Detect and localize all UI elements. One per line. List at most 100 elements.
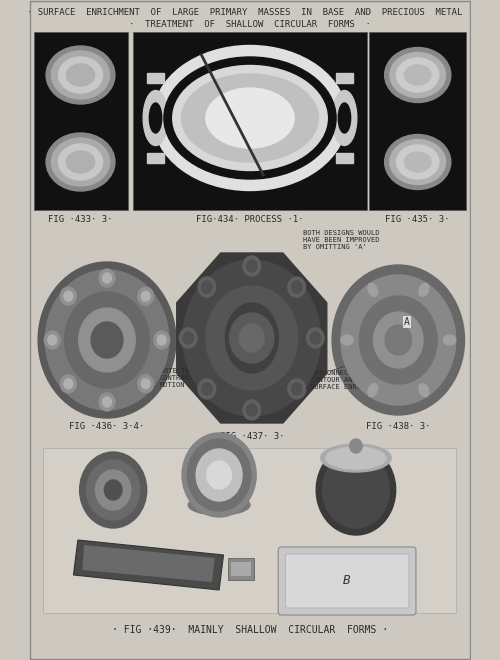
Ellipse shape <box>384 48 451 102</box>
Circle shape <box>142 379 150 389</box>
Ellipse shape <box>368 283 378 296</box>
Bar <box>228 558 254 580</box>
Ellipse shape <box>396 145 439 179</box>
Text: · FIG ·439·  MAINLY  SHALLOW  CIRCULAR  FORMS ·: · FIG ·439· MAINLY SHALLOW CIRCULAR FORM… <box>112 625 388 635</box>
Ellipse shape <box>419 283 429 296</box>
Circle shape <box>99 269 115 287</box>
Circle shape <box>202 281 212 293</box>
Circle shape <box>246 260 257 272</box>
Ellipse shape <box>332 90 357 145</box>
Ellipse shape <box>368 383 378 397</box>
Circle shape <box>288 277 306 297</box>
Ellipse shape <box>46 133 115 191</box>
Circle shape <box>198 379 216 399</box>
Circle shape <box>44 331 60 349</box>
Text: BOTH DESIGNS WOULD
HAVE BEEN IMPROVED
BY OMITTING 'A': BOTH DESIGNS WOULD HAVE BEEN IMPROVED BY… <box>303 230 380 250</box>
Ellipse shape <box>52 51 110 99</box>
Bar <box>34 32 128 210</box>
Ellipse shape <box>338 103 350 133</box>
Circle shape <box>183 332 194 344</box>
Circle shape <box>183 260 320 416</box>
Ellipse shape <box>150 103 162 133</box>
Circle shape <box>158 335 166 345</box>
Bar <box>42 448 456 613</box>
Text: B: B <box>344 574 351 587</box>
Circle shape <box>322 452 390 528</box>
Ellipse shape <box>320 444 391 472</box>
Ellipse shape <box>173 65 327 170</box>
Ellipse shape <box>404 65 431 85</box>
Circle shape <box>288 379 306 399</box>
Ellipse shape <box>66 64 94 86</box>
Circle shape <box>64 379 72 389</box>
Ellipse shape <box>188 495 250 515</box>
Circle shape <box>374 312 423 368</box>
Circle shape <box>240 324 264 352</box>
Circle shape <box>310 332 320 344</box>
Bar <box>336 73 353 83</box>
Circle shape <box>45 270 169 410</box>
Text: DISCONNECTED
CONTOUR AND
SURFACE ENRICHMENT: DISCONNECTED CONTOUR AND SURFACE ENRICHM… <box>310 370 386 390</box>
Circle shape <box>38 262 176 418</box>
Ellipse shape <box>341 335 353 345</box>
Circle shape <box>102 273 112 283</box>
Ellipse shape <box>444 335 456 345</box>
Ellipse shape <box>326 447 386 469</box>
Circle shape <box>230 313 274 363</box>
Bar <box>146 153 164 163</box>
Circle shape <box>316 445 396 535</box>
Circle shape <box>64 291 72 301</box>
Circle shape <box>350 439 362 453</box>
Bar <box>134 32 366 210</box>
Circle shape <box>64 292 150 388</box>
Circle shape <box>102 397 112 407</box>
Text: · SURFACE  ENRICHMENT  OF  LARGE  PRIMARY  MASSES  IN  BASE  AND  PRECIOUS  META: · SURFACE ENRICHMENT OF LARGE PRIMARY MA… <box>27 8 473 17</box>
Circle shape <box>202 383 212 395</box>
Circle shape <box>360 296 437 384</box>
Text: ·  TREATMENT  OF  SHALLOW  CIRCULAR  FORMS  ·: · TREATMENT OF SHALLOW CIRCULAR FORMS · <box>129 20 371 29</box>
Bar <box>369 32 466 210</box>
Circle shape <box>206 461 232 489</box>
Circle shape <box>60 287 76 305</box>
Bar <box>336 153 353 163</box>
Ellipse shape <box>52 138 110 186</box>
Circle shape <box>142 291 150 301</box>
Ellipse shape <box>58 57 102 93</box>
Circle shape <box>104 480 122 500</box>
Ellipse shape <box>58 144 102 180</box>
Circle shape <box>86 460 140 520</box>
Circle shape <box>182 433 256 517</box>
Text: FIG ·437· 3·: FIG ·437· 3· <box>220 432 284 441</box>
Polygon shape <box>74 540 224 590</box>
Ellipse shape <box>164 57 336 179</box>
Ellipse shape <box>153 46 347 191</box>
FancyBboxPatch shape <box>278 547 416 615</box>
Text: NOTE THE
CONTRARY
MOTION: NOTE THE CONTRARY MOTION <box>160 368 194 388</box>
Circle shape <box>80 452 146 528</box>
Ellipse shape <box>182 74 318 162</box>
Ellipse shape <box>46 46 115 104</box>
Ellipse shape <box>226 303 278 373</box>
Bar <box>146 73 164 83</box>
Circle shape <box>243 400 260 420</box>
Circle shape <box>188 439 251 511</box>
Text: A: A <box>404 317 410 327</box>
Circle shape <box>196 449 242 501</box>
Circle shape <box>332 265 464 415</box>
Polygon shape <box>82 545 214 582</box>
Circle shape <box>99 393 115 411</box>
Ellipse shape <box>206 88 294 148</box>
Circle shape <box>91 322 123 358</box>
Circle shape <box>138 287 154 305</box>
Circle shape <box>341 275 456 405</box>
Circle shape <box>154 331 170 349</box>
Text: FIG ·433· 3·: FIG ·433· 3· <box>48 215 113 224</box>
Text: FIG ·438· 3·: FIG ·438· 3· <box>366 422 430 431</box>
Circle shape <box>96 470 131 510</box>
Ellipse shape <box>419 383 429 397</box>
Ellipse shape <box>390 139 446 185</box>
Ellipse shape <box>404 152 431 172</box>
Circle shape <box>246 404 257 416</box>
Ellipse shape <box>384 135 451 189</box>
Circle shape <box>180 328 197 348</box>
